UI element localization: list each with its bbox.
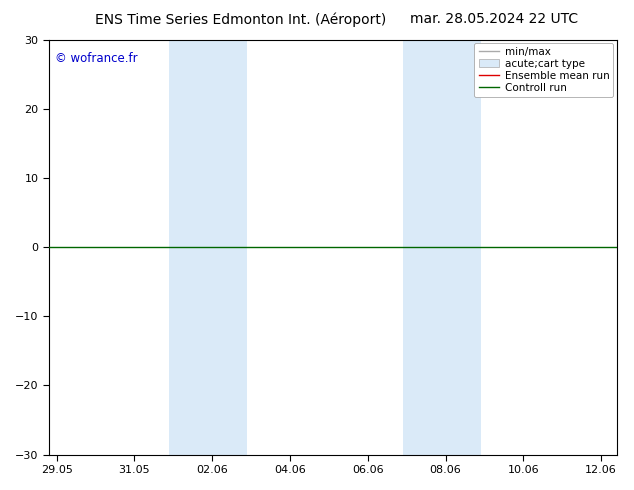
Text: ENS Time Series Edmonton Int. (Aéroport): ENS Time Series Edmonton Int. (Aéroport) <box>95 12 387 27</box>
Text: © wofrance.fr: © wofrance.fr <box>55 52 137 65</box>
Bar <box>403 40 481 455</box>
Legend: min/max, acute;cart type, Ensemble mean run, Controll run: min/max, acute;cart type, Ensemble mean … <box>474 43 614 98</box>
Bar <box>169 40 247 455</box>
Text: mar. 28.05.2024 22 UTC: mar. 28.05.2024 22 UTC <box>410 12 579 26</box>
